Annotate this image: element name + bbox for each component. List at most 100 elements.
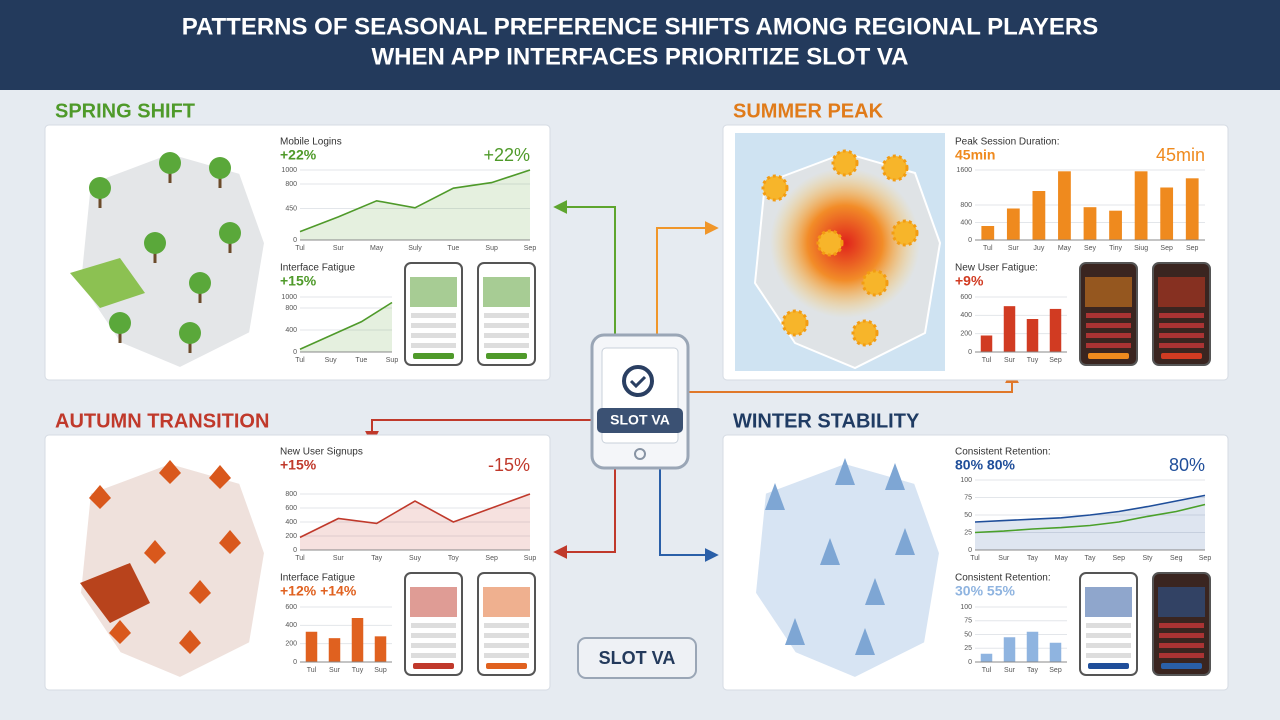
tree xyxy=(89,177,111,199)
x-tick-label: Tul xyxy=(295,357,305,364)
bar xyxy=(1109,210,1122,240)
phone-row xyxy=(1086,633,1131,638)
leaf xyxy=(159,460,181,484)
slot-button[interactable]: SLOT VA xyxy=(577,637,697,679)
panel-title: SPRING SHIFT xyxy=(55,100,195,122)
bar xyxy=(1134,171,1148,240)
bar xyxy=(1003,306,1016,352)
leaf xyxy=(179,630,201,654)
chart-metric: 80% 80% xyxy=(955,457,1015,473)
line-area xyxy=(300,494,530,550)
y-tick-label: 450 xyxy=(285,205,297,212)
phone-button xyxy=(1088,353,1129,359)
leaf xyxy=(209,465,231,489)
x-tick-label: Tay xyxy=(371,555,382,562)
phone-row xyxy=(411,313,456,318)
title-line: PATTERNS OF SEASONAL PREFERENCE SHIFTS A… xyxy=(182,13,1099,40)
phone-row xyxy=(1086,623,1131,628)
x-tick-label: Tul xyxy=(983,245,993,252)
x-tick-label: Suy xyxy=(409,555,422,562)
x-tick-label: Tul xyxy=(295,555,305,562)
bar xyxy=(1160,187,1174,240)
x-tick-label: Seg xyxy=(1170,555,1183,562)
tree-trunk xyxy=(198,291,202,303)
phone-row xyxy=(484,623,529,628)
phone-row xyxy=(1159,633,1204,638)
x-tick-label: Tuy xyxy=(352,667,364,674)
y-tick-label: 100 xyxy=(960,477,972,484)
phone-row xyxy=(484,323,529,328)
snow-tree xyxy=(765,483,785,510)
phone-row xyxy=(484,313,529,318)
phone-row xyxy=(1159,333,1204,338)
phone-row xyxy=(411,643,456,648)
tree-trunk xyxy=(153,251,157,263)
phone-row xyxy=(1159,313,1204,318)
phone-row xyxy=(1159,623,1204,628)
phone-row xyxy=(1086,333,1131,338)
bar xyxy=(305,631,318,662)
tree xyxy=(159,152,181,174)
chart-label: New User Signups xyxy=(280,447,363,458)
bar xyxy=(980,335,993,352)
line xyxy=(974,494,1206,523)
y-tick-label: 0 xyxy=(293,659,297,666)
x-tick-label: Tay xyxy=(1085,555,1096,562)
chart-big-value: 80% xyxy=(1169,455,1205,475)
x-tick-label: Sup xyxy=(524,555,537,562)
x-tick-label: Sur xyxy=(333,245,345,252)
phone-row xyxy=(1086,343,1131,348)
x-tick-label: Tul xyxy=(970,555,980,562)
x-tick-label: Sty xyxy=(1142,555,1153,562)
y-tick-label: 0 xyxy=(968,349,972,356)
phone-button xyxy=(1161,663,1202,669)
tree-trunk xyxy=(118,331,122,343)
phone-row xyxy=(411,653,456,658)
tree-trunk xyxy=(98,196,102,208)
tree xyxy=(109,312,131,334)
y-tick-label: 75 xyxy=(964,494,972,501)
hot-region xyxy=(80,563,150,623)
snow-tree xyxy=(895,528,915,555)
map-region xyxy=(753,461,942,680)
tree-trunk xyxy=(188,341,192,353)
phone-row xyxy=(484,343,529,348)
center-phone: SLOT VA xyxy=(590,333,690,470)
leaf xyxy=(189,580,211,604)
tree-trunk xyxy=(218,176,222,188)
phone-banner xyxy=(483,277,530,307)
panel-title: SUMMER PEAK xyxy=(733,100,884,122)
chart-label: Interface Fatigue xyxy=(280,573,355,584)
y-tick-label: 50 xyxy=(964,512,972,519)
panel-title: AUTUMN TRANSITION xyxy=(55,410,269,432)
x-tick-label: Sep xyxy=(485,555,498,562)
y-tick-label: 200 xyxy=(285,641,297,648)
y-tick-label: 400 xyxy=(285,519,297,526)
bar xyxy=(1026,319,1039,352)
phone-button xyxy=(486,663,527,669)
chart-label: New User Fatigue: xyxy=(955,263,1038,274)
chart-big-value: 45min xyxy=(1156,145,1205,165)
phone-button xyxy=(413,663,454,669)
x-tick-label: Suy xyxy=(325,357,338,364)
x-tick-label: Sep xyxy=(1186,245,1199,252)
y-tick-label: 0 xyxy=(968,237,972,244)
x-tick-label: Tiny xyxy=(1109,245,1122,252)
chart-metric: +15% xyxy=(280,457,317,473)
leaf xyxy=(89,485,111,509)
title-line: WHEN APP INTERFACES PRIORITIZE SLOT VA xyxy=(372,43,909,70)
sun xyxy=(891,219,919,247)
x-tick-label: Sey xyxy=(1084,245,1097,252)
y-tick-label: 400 xyxy=(285,622,297,629)
sun xyxy=(816,229,844,257)
x-tick-label: Sur xyxy=(333,555,345,562)
snow-tree xyxy=(885,463,905,490)
sun xyxy=(851,319,879,347)
button-label[interactable]: SLOT VA xyxy=(599,648,676,668)
x-tick-label: Sur xyxy=(1004,357,1016,364)
phone-banner xyxy=(1158,277,1205,307)
x-tick-label: Sep xyxy=(1049,357,1062,364)
phone-banner xyxy=(1085,587,1132,617)
chart-metric: +12% +14% xyxy=(280,583,357,599)
tree xyxy=(179,322,201,344)
